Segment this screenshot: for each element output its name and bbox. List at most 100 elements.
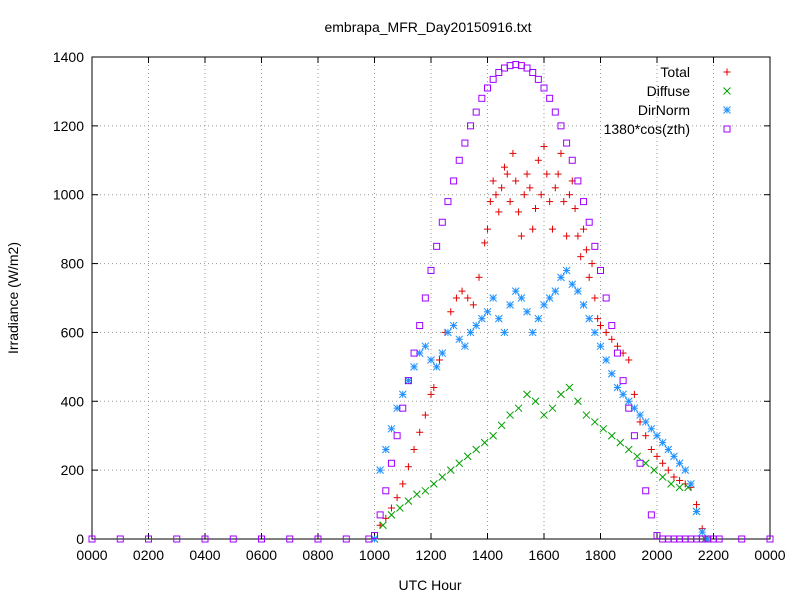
data-point bbox=[467, 122, 475, 130]
data-point bbox=[551, 287, 560, 295]
data-point bbox=[455, 335, 464, 344]
y-axis: 0 200 400 600 800 1000 1200 1400 bbox=[53, 49, 770, 547]
data-point bbox=[427, 356, 435, 364]
data-point bbox=[410, 349, 418, 357]
data-point bbox=[489, 177, 497, 185]
data-point bbox=[492, 191, 500, 199]
data-point bbox=[421, 411, 429, 419]
data-point bbox=[630, 390, 638, 398]
data-point bbox=[625, 404, 633, 412]
data-point bbox=[585, 314, 594, 323]
data-point bbox=[551, 108, 559, 116]
data-point bbox=[201, 535, 209, 543]
data-point bbox=[766, 535, 774, 543]
data-point bbox=[554, 170, 562, 178]
data-point bbox=[416, 428, 424, 436]
data-point bbox=[647, 445, 655, 453]
data-point bbox=[546, 198, 554, 206]
y-tick-label: 800 bbox=[61, 256, 85, 272]
data-point bbox=[574, 287, 582, 295]
x-tick-label: 1400 bbox=[472, 547, 503, 563]
data-point bbox=[429, 480, 438, 488]
data-point bbox=[738, 535, 746, 543]
legend-marker bbox=[723, 87, 731, 95]
data-point bbox=[495, 208, 503, 216]
y-tick-label: 1000 bbox=[53, 187, 84, 203]
legend-label: Total bbox=[660, 64, 690, 80]
data-point bbox=[588, 260, 596, 268]
data-point bbox=[607, 431, 616, 440]
data-point bbox=[563, 232, 571, 240]
data-point bbox=[526, 184, 534, 192]
data-point bbox=[670, 452, 678, 461]
data-point bbox=[523, 307, 531, 316]
data-point bbox=[314, 535, 322, 543]
data-point bbox=[498, 184, 506, 192]
data-point bbox=[477, 314, 486, 323]
data-point bbox=[591, 294, 599, 302]
data-point bbox=[503, 170, 511, 178]
data-point bbox=[472, 108, 480, 116]
data-point bbox=[715, 535, 723, 543]
data-point bbox=[562, 266, 571, 275]
data-point bbox=[452, 294, 460, 302]
data-point bbox=[642, 432, 650, 440]
y-tick-label: 200 bbox=[61, 462, 85, 478]
data-point bbox=[557, 149, 565, 157]
data-point bbox=[675, 459, 684, 468]
legend-label: DirNorm bbox=[638, 102, 690, 118]
data-point bbox=[387, 511, 396, 519]
data-point bbox=[517, 62, 525, 70]
x-tick-label: 1600 bbox=[528, 547, 559, 563]
data-point bbox=[574, 397, 582, 406]
data-point bbox=[286, 535, 294, 543]
data-point bbox=[597, 322, 604, 330]
series-2 bbox=[370, 266, 712, 543]
data-point bbox=[568, 156, 576, 164]
data-point bbox=[399, 480, 407, 488]
data-point bbox=[497, 421, 506, 430]
data-point bbox=[404, 463, 412, 471]
data-point bbox=[653, 452, 661, 460]
data-point bbox=[509, 149, 517, 157]
data-point bbox=[548, 225, 556, 233]
data-point bbox=[563, 139, 571, 147]
data-point bbox=[664, 445, 673, 454]
y-tick-label: 1400 bbox=[53, 49, 84, 65]
data-point bbox=[379, 521, 387, 530]
data-point bbox=[399, 404, 407, 412]
data-point bbox=[371, 532, 378, 540]
data-point bbox=[481, 239, 489, 247]
data-point bbox=[641, 418, 650, 426]
data-point bbox=[653, 431, 661, 440]
data-point bbox=[650, 466, 659, 474]
legend-marker bbox=[723, 125, 731, 133]
data-point bbox=[506, 411, 514, 419]
data-point bbox=[625, 356, 633, 364]
data-point bbox=[560, 198, 568, 206]
series-layer bbox=[88, 61, 774, 543]
data-point bbox=[387, 504, 395, 512]
data-point bbox=[591, 242, 599, 250]
data-point bbox=[692, 507, 701, 516]
legend: Total Diffuse DirNorm 1380*cos(zth) bbox=[604, 64, 731, 137]
data-point bbox=[565, 191, 573, 199]
data-point bbox=[532, 204, 540, 212]
x-tick-label: 0600 bbox=[246, 547, 277, 563]
data-point bbox=[421, 294, 429, 302]
x-tick-label: 0200 bbox=[133, 547, 164, 563]
data-point bbox=[489, 75, 497, 83]
data-point bbox=[537, 191, 545, 199]
data-point bbox=[410, 363, 418, 371]
data-point bbox=[381, 445, 390, 454]
data-point bbox=[416, 322, 424, 330]
data-point bbox=[506, 198, 514, 206]
data-point bbox=[116, 535, 124, 543]
y-axis-label: Irradiance (W/m2) bbox=[5, 242, 21, 354]
data-point bbox=[449, 321, 458, 330]
data-point bbox=[404, 497, 413, 505]
chart-title: embrapa_MFR_Day20150916.txt bbox=[324, 19, 531, 35]
data-point bbox=[517, 294, 526, 302]
data-point bbox=[608, 335, 616, 343]
